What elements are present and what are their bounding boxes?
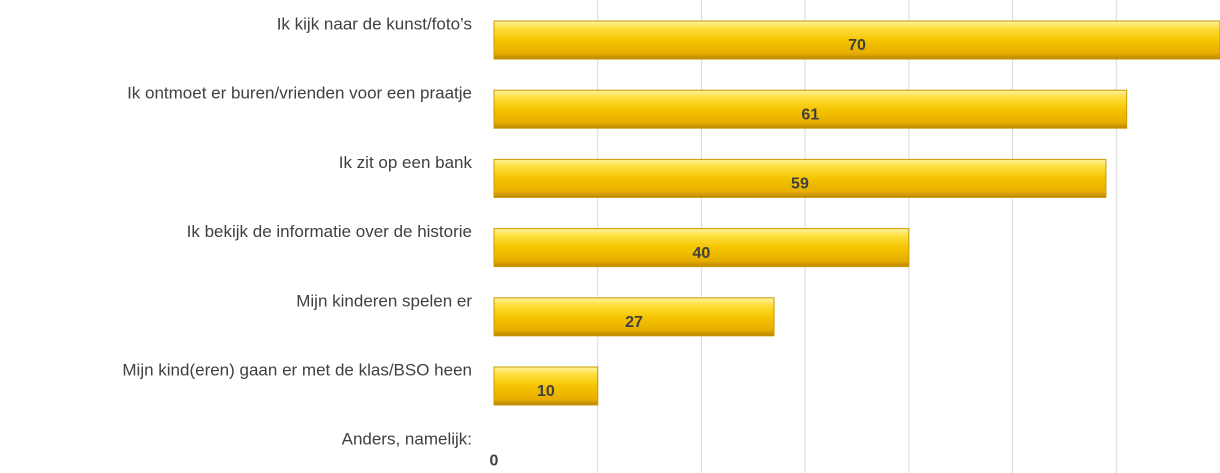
y-tick-label: Mijn kind(eren) gaan er met de klas/BSO … (122, 360, 472, 379)
y-tick-label: Anders, namelijk: (342, 430, 472, 449)
value-label: 70 (848, 37, 866, 54)
bar (493, 158, 1107, 198)
y-tick-label: Mijn kinderen spelen er (296, 291, 472, 310)
value-label: 27 (625, 314, 643, 331)
y-tick-label: Ik bekijk de informatie over de historie (187, 222, 472, 241)
bar (493, 297, 775, 337)
y-tick-label: Ik zit op een bank (339, 153, 473, 172)
value-label: 59 (791, 176, 809, 193)
bar (493, 366, 599, 406)
value-label: 40 (693, 245, 711, 262)
bar (493, 20, 1220, 60)
bar (493, 228, 910, 268)
value-label: 10 (537, 383, 555, 400)
value-label: 61 (801, 106, 819, 123)
y-tick-label: Ik ontmoet er buren/vrienden voor een pr… (127, 84, 472, 103)
value-label: 0 (490, 452, 499, 469)
y-tick-label: Ik kijk naar de kunst/foto’s (277, 14, 472, 33)
bar (493, 89, 1128, 129)
